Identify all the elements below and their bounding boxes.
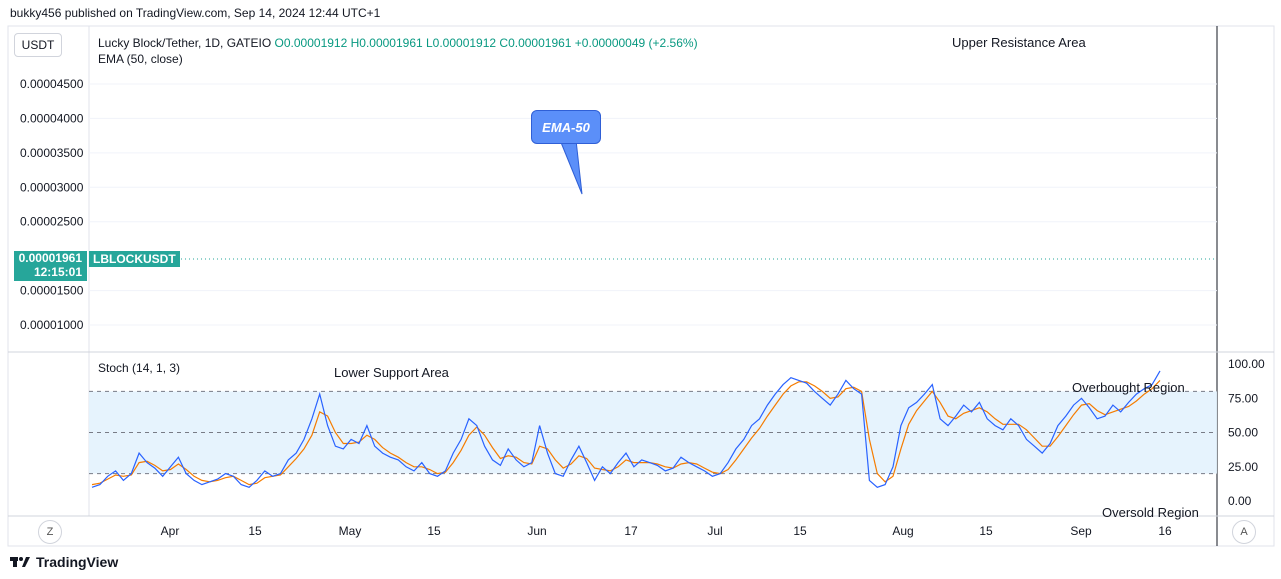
time-axis-labels: Apr 15 May 15 Jun 17 Jul 15 Aug 15 Sep 16 xyxy=(161,524,1172,538)
ema-legend[interactable]: EMA (50, close) xyxy=(98,52,183,66)
symbol-tag: LBLOCKUSDT xyxy=(89,251,180,267)
time-tick-label: Sep xyxy=(1070,524,1092,538)
price-tick-label: 0.00003000 xyxy=(20,180,84,194)
stoch-tick-label: 25.00 xyxy=(1228,460,1258,474)
time-tick-label: 16 xyxy=(1158,524,1172,538)
stoch-tick-label: 100.00 xyxy=(1228,357,1265,371)
time-tick-label: 15 xyxy=(427,524,441,538)
price-tick-label: 0.00003500 xyxy=(20,146,84,160)
chart-legend: Lucky Block/Tether, 1D, GATEIO O0.000019… xyxy=(98,36,698,50)
tradingview-logo-icon xyxy=(10,557,30,567)
time-tick-label: 15 xyxy=(793,524,807,538)
overbought-label: Overbought Region xyxy=(1072,380,1185,395)
stoch-tick-label: 50.00 xyxy=(1228,426,1258,440)
stoch-tick-label: 0.00 xyxy=(1228,494,1252,508)
last-price: 0.00001961 xyxy=(18,251,82,265)
price-grid xyxy=(89,83,1217,326)
ema-callout: EMA-50 xyxy=(531,110,601,144)
stoch-legend[interactable]: Stoch (14, 1, 3) xyxy=(98,361,181,375)
price-tick-label: 0.00001000 xyxy=(20,318,84,332)
time-tick-label: Aug xyxy=(892,524,913,538)
chart-frame xyxy=(7,25,1275,547)
time-tick-label: Jul xyxy=(707,524,722,538)
time-tick-label: Jun xyxy=(527,524,546,538)
currency-button[interactable]: USDT xyxy=(14,33,62,57)
time-tick-label: 15 xyxy=(248,524,262,538)
time-tick-label: Apr xyxy=(161,524,180,538)
price-tick-label: 0.00001500 xyxy=(20,284,84,298)
stoch-tick-label: 75.00 xyxy=(1228,391,1258,405)
price-tick-label: 0.00004000 xyxy=(20,111,84,125)
price-tick-label: 0.00002500 xyxy=(20,215,84,229)
footer-brand[interactable]: TradingView xyxy=(10,554,118,570)
time-tick-label: May xyxy=(339,524,362,538)
stoch-k-line xyxy=(91,370,1161,488)
ohlc-values: O0.00001912 H0.00001961 L0.00001912 C0.0… xyxy=(274,36,698,50)
brand-name: TradingView xyxy=(36,554,119,570)
auto-scale-button[interactable]: A xyxy=(1232,520,1256,544)
zoom-reset-button[interactable]: Z xyxy=(38,520,62,544)
upper-resistance-label: Upper Resistance Area xyxy=(952,35,1086,50)
time-tick-label: 15 xyxy=(979,524,993,538)
lower-support-label: Lower Support Area xyxy=(334,365,449,380)
symbol-title[interactable]: Lucky Block/Tether, 1D, GATEIO xyxy=(98,36,272,50)
publisher-line: bukky456 published on TradingView.com, S… xyxy=(10,6,381,20)
ema-callout-pointer xyxy=(559,139,583,195)
stoch-axis-labels: 100.00 75.00 50.00 25.00 0.00 xyxy=(1228,357,1265,508)
time-tick-label: 17 xyxy=(624,524,638,538)
last-price-tag: 0.00001961 12:15:01 xyxy=(14,251,87,281)
oversold-label: Oversold Region xyxy=(1102,505,1199,520)
price-axis-labels: 0.00004500 0.00004000 0.00003500 0.00003000… xyxy=(20,77,84,332)
price-tick-label: 0.00004500 xyxy=(20,77,84,91)
bar-countdown: 12:15:01 xyxy=(33,265,82,279)
